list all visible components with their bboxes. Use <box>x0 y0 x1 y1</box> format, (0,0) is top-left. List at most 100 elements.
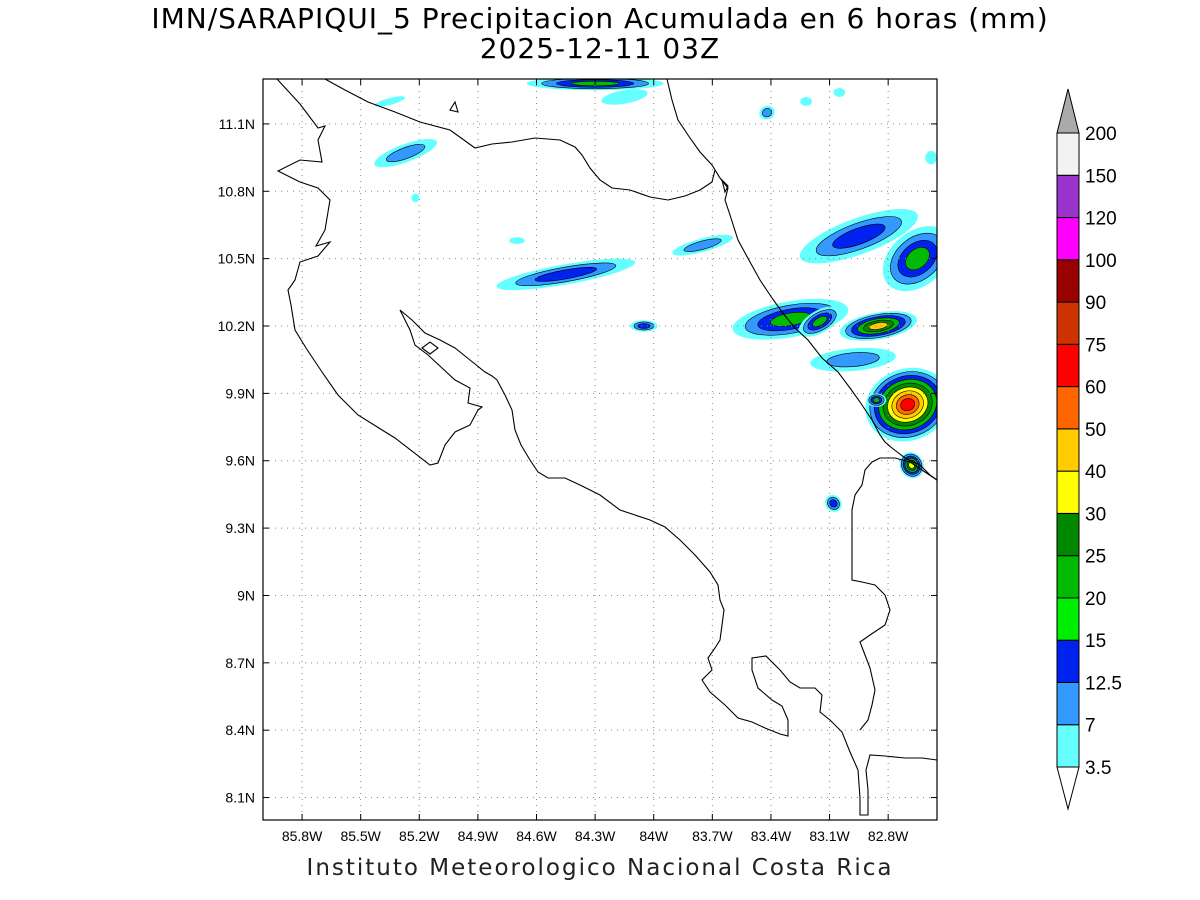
x-tick-label: 85.8W <box>282 828 323 844</box>
x-tick-label: 83.1W <box>809 828 850 844</box>
precip-cell <box>374 96 406 107</box>
colorbar-box <box>1056 681 1080 726</box>
precip-cell <box>825 494 842 512</box>
colorbar-over-arrow <box>1056 88 1080 134</box>
y-tick-label: 10.2N <box>218 318 255 334</box>
y-tick-label: 9.3N <box>225 520 255 536</box>
colorbar-label: 40 <box>1085 462 1106 483</box>
colorbar-label: 60 <box>1085 378 1106 399</box>
colorbar-box <box>1056 132 1080 176</box>
x-tick-label: 84.3W <box>575 828 616 844</box>
precip-cell <box>411 193 420 203</box>
precip-contour <box>637 323 651 329</box>
y-tick-label: 9.9N <box>225 385 255 401</box>
precip-contour <box>812 315 828 328</box>
colorbar-under-arrow <box>1056 766 1080 811</box>
colorbar-label: 200 <box>1085 124 1117 145</box>
y-tick-label: 8.1N <box>225 790 255 806</box>
colorbar-box <box>1056 428 1080 472</box>
colorbar-label: 15 <box>1085 631 1106 652</box>
precip-field <box>374 79 937 512</box>
colorbar-label: 7 <box>1085 716 1096 737</box>
y-tick-label: 10.8N <box>218 183 255 199</box>
precip-contour <box>386 144 426 163</box>
plot-frame <box>262 78 938 821</box>
islet-caribbean <box>720 178 729 194</box>
x-tick-label: 85.5W <box>340 828 381 844</box>
y-axis: 11.1N 10.8N 10.5N 10.2N 9.9N 9.6N 9.3N 9N 8.7N 8.… <box>218 116 937 806</box>
colorbar-box <box>1056 343 1080 388</box>
precip-contour <box>800 96 812 106</box>
precip-contour <box>829 499 838 508</box>
border-nicaragua <box>324 79 716 201</box>
y-tick-label: 8.4N <box>225 722 255 738</box>
precip-cell <box>630 320 658 332</box>
footer-credit: Instituto Meteorologico Nacional Costa R… <box>306 855 894 881</box>
precip-contour <box>872 397 881 403</box>
map-title: IMN/SARAPIQUI_5 Precipitacion Acumulada … <box>151 2 1049 35</box>
precip-contour <box>411 193 420 203</box>
precip-cell <box>496 258 636 291</box>
x-tick-label: 84.9W <box>458 828 499 844</box>
precip-cell <box>798 306 841 337</box>
precip-contour <box>509 237 525 245</box>
colorbar-label: 25 <box>1085 547 1106 568</box>
coastline-caribbean <box>666 79 937 481</box>
colorbar-label: 50 <box>1085 420 1106 441</box>
colorbar-label: 120 <box>1085 209 1117 230</box>
y-tick-label: 10.5N <box>218 251 255 267</box>
plot-area <box>263 79 937 820</box>
precip-contour <box>601 89 648 105</box>
x-tick-label: 83.4W <box>751 828 792 844</box>
map-valid-time: 2025-12-11 03Z <box>479 32 721 65</box>
lat-lon-grid <box>263 79 937 820</box>
x-tick-label: 84W <box>639 828 669 844</box>
x-tick-label: 85.2W <box>399 828 440 844</box>
precip-contour <box>374 96 406 107</box>
colorbar-box <box>1056 217 1080 261</box>
precip-contour <box>534 267 597 282</box>
colorbar-label: 12.5 <box>1085 673 1122 694</box>
precip-contour <box>761 108 773 118</box>
y-tick-label: 9.6N <box>225 453 255 469</box>
islet <box>449 100 459 113</box>
colorbar-box <box>1056 174 1080 219</box>
precip-cell <box>866 393 887 407</box>
y-tick-label: 8.7N <box>225 655 255 671</box>
precip-cell <box>865 367 937 442</box>
coastline-pacific <box>276 79 937 816</box>
precip-cell <box>799 208 918 264</box>
precip-cell <box>374 138 437 168</box>
x-tick-label: 83.7W <box>692 828 733 844</box>
y-tick-label: 9N <box>237 587 255 603</box>
precip-cell <box>800 96 812 106</box>
x-axis: 85.8W 85.5W 85.2W 84.9W 84.6W 84.3W 84W 83.7W 83… <box>282 79 909 844</box>
colorbar-box <box>1056 386 1080 430</box>
precip-cell <box>839 311 917 341</box>
colorbar-label: 20 <box>1085 589 1106 610</box>
precip-contour <box>832 223 886 249</box>
x-tick-label: 84.6W <box>516 828 557 844</box>
colorbar-label: 90 <box>1085 293 1106 314</box>
colorbar-box <box>1056 639 1080 683</box>
border-panama <box>851 457 937 731</box>
precip-cell <box>925 150 937 165</box>
precip-contour <box>833 87 846 97</box>
colorbar-box <box>1056 597 1080 641</box>
precip-cell <box>810 347 896 372</box>
coastline <box>276 79 937 816</box>
colorbar-label: 100 <box>1085 251 1117 272</box>
colorbar-box <box>1056 470 1080 514</box>
y-tick-label: 11.1N <box>219 116 255 132</box>
precip-contour <box>868 322 889 330</box>
colorbar-box <box>1056 259 1080 303</box>
colorbar-box <box>1056 512 1080 557</box>
precip-cell <box>833 87 846 97</box>
precip-contour <box>925 150 937 165</box>
precip-contour <box>900 398 916 412</box>
colorbar-box <box>1056 301 1080 345</box>
colorbar-box <box>1056 724 1080 768</box>
colorbar-box <box>1056 555 1080 599</box>
x-tick-label: 82.8W <box>868 828 909 844</box>
